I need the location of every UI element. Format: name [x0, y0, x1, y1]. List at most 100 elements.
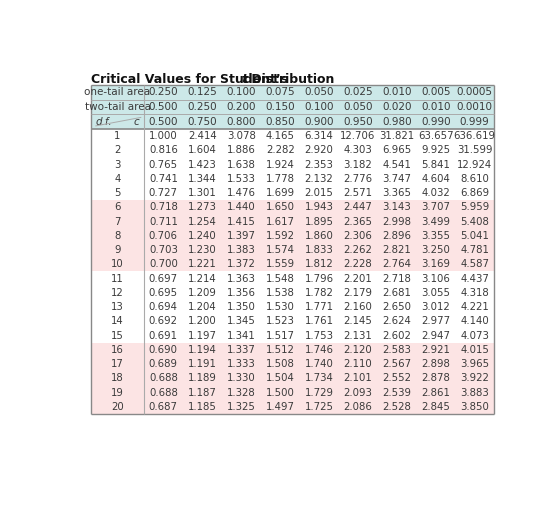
Text: c: c [133, 117, 139, 127]
Text: 15: 15 [111, 331, 124, 340]
Text: 4.073: 4.073 [460, 331, 489, 340]
Text: 14: 14 [111, 316, 124, 326]
Text: 0.690: 0.690 [149, 345, 178, 355]
Bar [91, 300, 494, 314]
Text: 2.282: 2.282 [266, 145, 295, 155]
Text: 2.353: 2.353 [305, 160, 334, 169]
Text: 2.093: 2.093 [344, 388, 373, 397]
Text: 0.010: 0.010 [421, 102, 450, 112]
Text: 3.143: 3.143 [383, 202, 411, 212]
Text: 1.000: 1.000 [149, 131, 178, 141]
Text: 1.273: 1.273 [188, 202, 217, 212]
Text: 0.850: 0.850 [265, 117, 295, 127]
Text: 18: 18 [111, 373, 124, 383]
Text: 1.574: 1.574 [266, 245, 295, 255]
Bar [91, 257, 494, 271]
Bar [91, 85, 494, 100]
Text: 9: 9 [115, 245, 121, 255]
Text: 1.191: 1.191 [188, 359, 217, 369]
Text: 3.365: 3.365 [383, 188, 411, 198]
Text: 7: 7 [115, 217, 121, 226]
Text: 4.140: 4.140 [460, 316, 489, 326]
Bar [91, 357, 494, 371]
Bar [91, 100, 494, 115]
Text: 1.254: 1.254 [188, 217, 217, 226]
Text: 0.800: 0.800 [226, 117, 256, 127]
Text: 2.571: 2.571 [344, 188, 373, 198]
Text: 2.262: 2.262 [344, 245, 373, 255]
Text: 0.0005: 0.0005 [456, 87, 493, 97]
Text: 2.101: 2.101 [344, 373, 373, 383]
Bar [91, 214, 494, 229]
Text: 1.500: 1.500 [266, 388, 295, 397]
Text: 1.725: 1.725 [305, 402, 334, 412]
Text: 1.517: 1.517 [266, 331, 295, 340]
Text: 2.602: 2.602 [383, 331, 411, 340]
Text: 3.182: 3.182 [344, 160, 373, 169]
Text: 0.816: 0.816 [149, 145, 178, 155]
Text: 1.778: 1.778 [266, 174, 295, 184]
Text: 636.619: 636.619 [454, 131, 496, 141]
Text: 2.160: 2.160 [344, 302, 373, 312]
Text: 2.920: 2.920 [305, 145, 334, 155]
Text: 4.604: 4.604 [421, 174, 450, 184]
Text: Critical Values for Student’s: Critical Values for Student’s [91, 73, 292, 86]
Text: 2.567: 2.567 [383, 359, 411, 369]
Text: 3.355: 3.355 [421, 231, 450, 241]
Text: 1.895: 1.895 [305, 217, 334, 226]
Text: 1.740: 1.740 [305, 359, 334, 369]
Text: 2.845: 2.845 [421, 402, 450, 412]
Bar [91, 314, 494, 328]
Text: 2.120: 2.120 [344, 345, 373, 355]
Text: 1.337: 1.337 [227, 345, 256, 355]
Text: 0.691: 0.691 [149, 331, 178, 340]
Text: 1.209: 1.209 [188, 288, 217, 298]
Text: 1.383: 1.383 [227, 245, 256, 255]
Text: 8.610: 8.610 [460, 174, 489, 184]
Bar [91, 200, 494, 214]
Text: 2.821: 2.821 [383, 245, 411, 255]
Text: 1.341: 1.341 [227, 331, 256, 340]
Bar [91, 271, 494, 286]
Text: 1.734: 1.734 [305, 373, 334, 383]
Text: 2.228: 2.228 [344, 259, 373, 269]
Text: 8: 8 [115, 231, 121, 241]
Text: 0.765: 0.765 [149, 160, 178, 169]
Text: 1.440: 1.440 [227, 202, 256, 212]
Text: 1.796: 1.796 [305, 274, 334, 283]
Bar [91, 343, 494, 357]
Text: Distribution: Distribution [247, 73, 334, 86]
Text: 1.397: 1.397 [227, 231, 256, 241]
Bar [91, 400, 494, 414]
Text: 63.657: 63.657 [418, 131, 454, 141]
Text: 0.990: 0.990 [421, 117, 450, 127]
Text: 13: 13 [111, 302, 124, 312]
Text: 1.328: 1.328 [227, 388, 256, 397]
Text: 1.761: 1.761 [305, 316, 334, 326]
Text: 1.214: 1.214 [188, 274, 217, 283]
Text: 0.010: 0.010 [382, 87, 411, 97]
Text: 0.075: 0.075 [265, 87, 295, 97]
Text: 10: 10 [111, 259, 124, 269]
Bar [91, 371, 494, 385]
Bar [91, 286, 494, 300]
Text: 1.729: 1.729 [305, 388, 334, 397]
Text: 6.965: 6.965 [383, 145, 411, 155]
Text: 2.998: 2.998 [383, 217, 411, 226]
Text: 12.706: 12.706 [340, 131, 376, 141]
Text: 0.950: 0.950 [343, 117, 373, 127]
Text: 1.753: 1.753 [305, 331, 334, 340]
Text: 2.539: 2.539 [383, 388, 411, 397]
Text: t: t [241, 73, 247, 86]
Text: 3.850: 3.850 [460, 402, 489, 412]
Text: 0.688: 0.688 [149, 388, 178, 397]
Text: 2.447: 2.447 [344, 202, 373, 212]
Bar [91, 328, 494, 343]
Text: 3.922: 3.922 [460, 373, 489, 383]
Text: 1.345: 1.345 [227, 316, 256, 326]
Text: 12.924: 12.924 [457, 160, 493, 169]
Text: 1.363: 1.363 [227, 274, 256, 283]
Text: 3.965: 3.965 [460, 359, 489, 369]
Text: 2: 2 [115, 145, 121, 155]
Text: 1.423: 1.423 [188, 160, 217, 169]
